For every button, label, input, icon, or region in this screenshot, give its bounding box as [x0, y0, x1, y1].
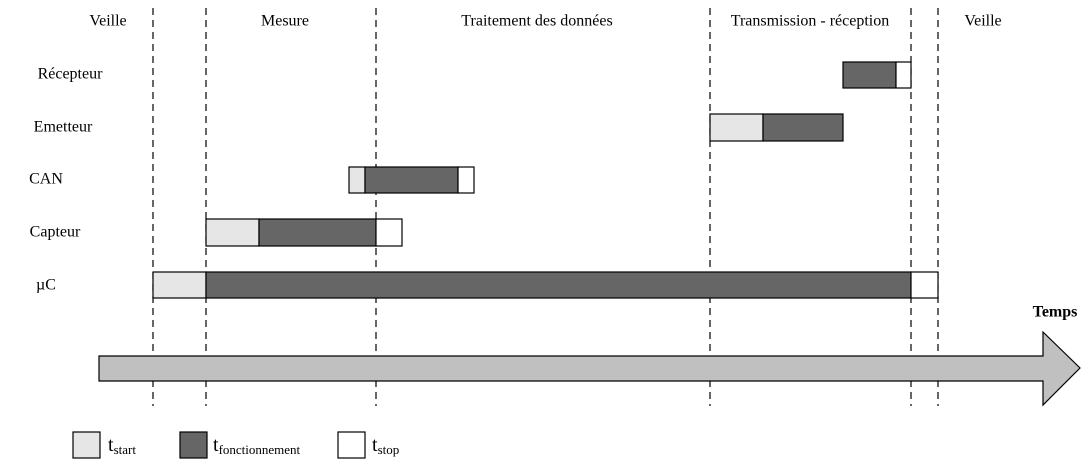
bar-stop	[375, 218, 403, 247]
legend-swatch	[72, 431, 101, 459]
bar-run	[364, 166, 459, 194]
legend: tstart tfonctionnement tstop	[72, 431, 399, 459]
recepteur-bars	[842, 61, 912, 89]
row-label: Emetteur	[34, 119, 93, 136]
legend-symbol: t	[372, 434, 378, 456]
row-label: Récepteur	[38, 66, 104, 83]
can-bars	[348, 166, 475, 194]
legend-label: tfonctionnement	[213, 434, 301, 457]
legend-swatch	[337, 431, 366, 459]
legend-swatch	[179, 431, 208, 459]
row-label: µC	[36, 277, 56, 294]
legend-subscript: fonctionnement	[219, 442, 301, 457]
uc-bars	[152, 271, 939, 299]
row-label: CAN	[29, 171, 63, 188]
phase-label: Veille	[89, 13, 126, 30]
phase-label: Veille	[964, 13, 1001, 30]
phase-label: Mesure	[261, 13, 309, 30]
phase-separators	[152, 8, 939, 406]
bar-stop	[457, 166, 475, 194]
legend-subscript: start	[114, 442, 137, 457]
legend-label: tstart	[108, 434, 136, 457]
bar-run	[205, 271, 912, 299]
legend-subscript: stop	[378, 442, 400, 457]
bar-run	[258, 218, 377, 247]
phase-label: Transmission - réception	[731, 13, 890, 30]
legend-symbol: t	[108, 434, 114, 456]
bar-start	[205, 218, 260, 247]
capteur-bars	[205, 218, 403, 247]
bar-start	[152, 271, 207, 299]
legend-label: tstop	[372, 434, 399, 457]
time-arrow	[98, 330, 1081, 407]
bar-start	[348, 166, 366, 194]
emetteur-bars	[709, 113, 844, 142]
row-label: Capteur	[30, 224, 81, 241]
bar-stop	[895, 61, 912, 89]
phase-label: Traitement des données	[461, 13, 612, 30]
bar-stop	[910, 271, 939, 299]
legend-symbol: t	[213, 434, 219, 456]
bar-start	[709, 113, 764, 142]
bar-run	[842, 61, 897, 89]
axis-label: Temps	[1033, 304, 1078, 321]
bar-run	[762, 113, 844, 142]
